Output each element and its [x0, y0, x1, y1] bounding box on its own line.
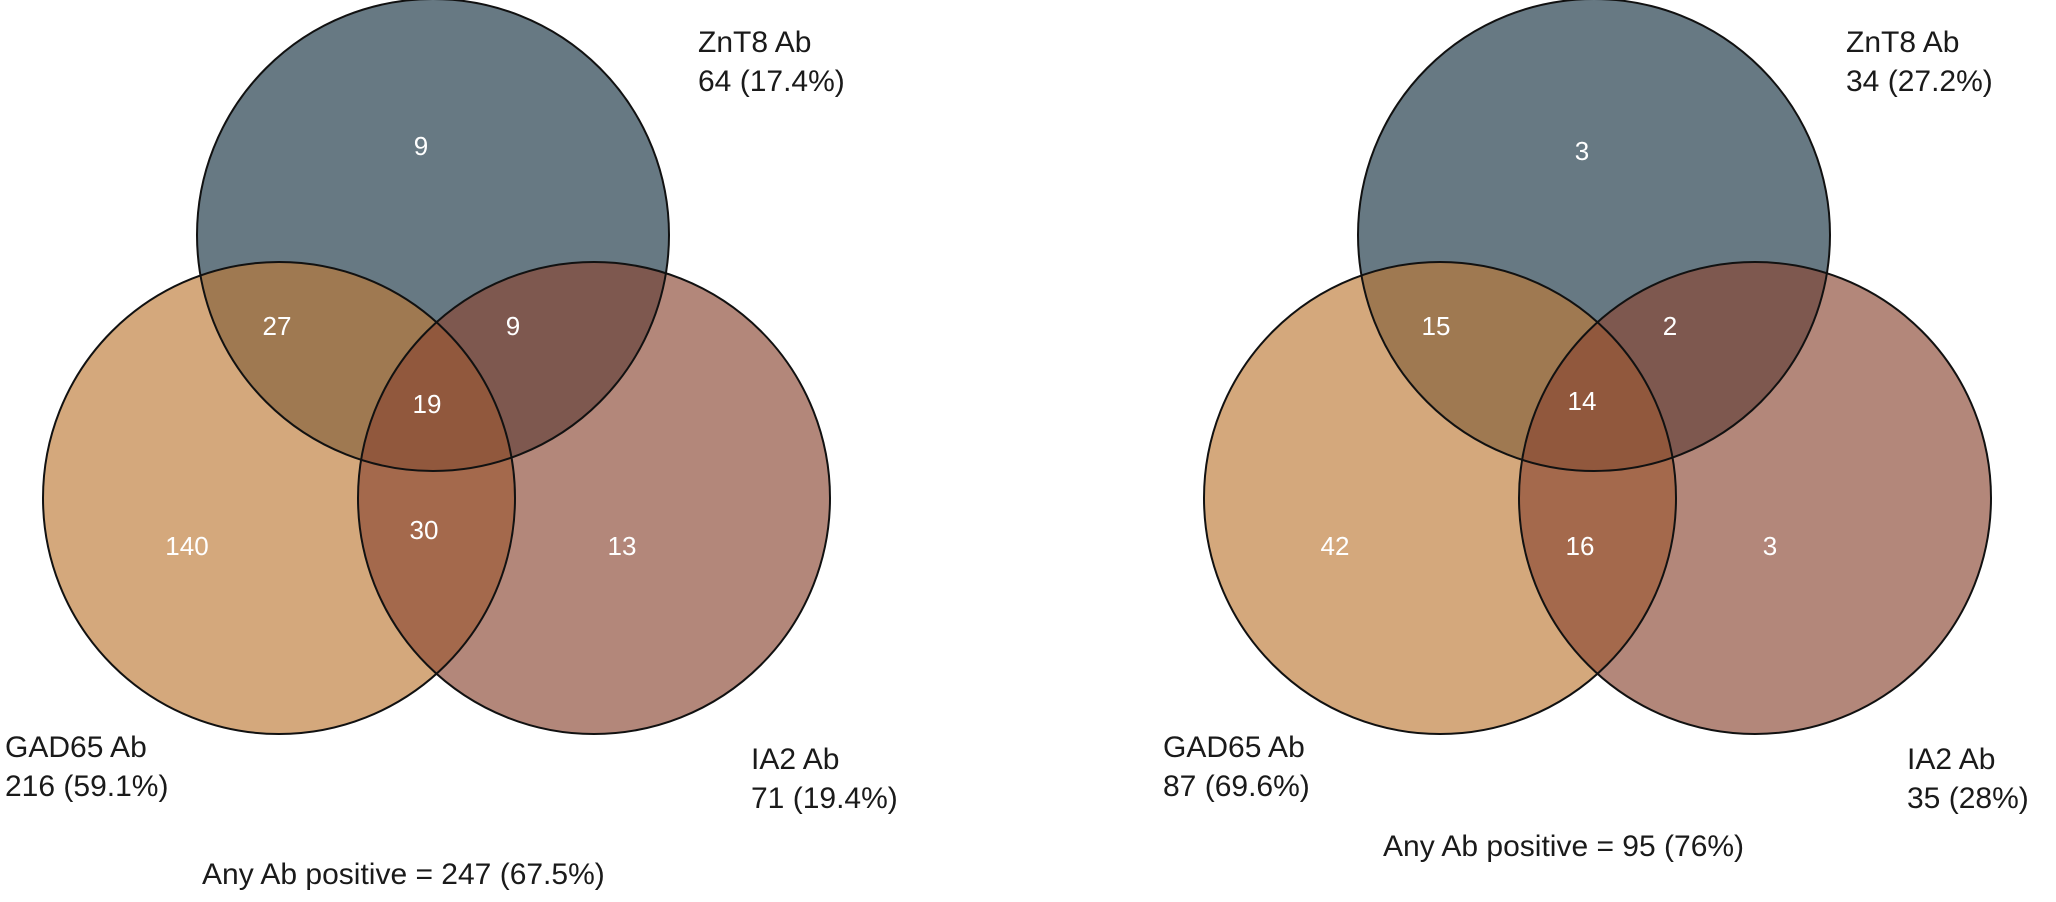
gad65-circle-outline	[1203, 261, 1677, 735]
region-gad65-ia2: 30	[410, 515, 439, 545]
region-znt8-only: 9	[414, 131, 428, 161]
venn-diagram-right: 3 15 2 14 42 16 3 ZnT8 Ab 34 (27.2%) GAD…	[1163, 0, 2029, 863]
region-all-three: 19	[413, 389, 442, 419]
region-ia2-only: 13	[608, 531, 637, 561]
region-znt8-ia2: 9	[506, 311, 520, 341]
ia2-circle-outline	[1518, 261, 1992, 735]
region-znt8-only: 3	[1575, 136, 1589, 166]
region-gad65-ia2: 16	[1566, 531, 1595, 561]
venn-diagram-left: 9 27 9 19 140 30 13 ZnT8 Ab 64 (17.4%) G…	[5, 0, 898, 891]
any-ab-positive-summary: Any Ab positive = 95 (76%)	[1383, 830, 1744, 863]
gad65-set-stat: 87 (69.6%)	[1163, 770, 1310, 803]
gad65-circle-outline	[42, 261, 516, 735]
region-gad65-znt8: 15	[1422, 311, 1451, 341]
ia2-set-stat: 35 (28%)	[1907, 782, 2029, 815]
ia2-set-stat: 71 (19.4%)	[751, 782, 898, 815]
region-ia2-only: 3	[1763, 531, 1777, 561]
znt8-set-stat: 34 (27.2%)	[1846, 65, 1993, 98]
znt8-set-name: ZnT8 Ab	[1846, 26, 1959, 59]
znt8-circle-outline	[1357, 0, 1831, 472]
ia2-circle	[358, 262, 830, 734]
region-znt8-ia2: 2	[1663, 311, 1677, 341]
region-all-three: 14	[1568, 386, 1597, 416]
region-gad65-znt8: 27	[263, 311, 292, 341]
region-gad65-only: 140	[165, 531, 208, 561]
ia2-set-name: IA2 Ab	[751, 743, 839, 776]
gad65-set-name: GAD65 Ab	[5, 731, 147, 764]
ia2-circle-outline	[357, 261, 831, 735]
any-ab-positive-summary: Any Ab positive = 247 (67.5%)	[202, 858, 605, 891]
ia2-set-name: IA2 Ab	[1907, 743, 1995, 776]
znt8-set-name: ZnT8 Ab	[698, 26, 811, 59]
ia2-circle	[1519, 262, 1991, 734]
region-gad65-only: 42	[1321, 531, 1350, 561]
znt8-set-stat: 64 (17.4%)	[698, 65, 845, 98]
znt8-circle-outline	[196, 0, 670, 472]
gad65-set-stat: 216 (59.1%)	[5, 770, 168, 803]
gad65-set-name: GAD65 Ab	[1163, 731, 1305, 764]
